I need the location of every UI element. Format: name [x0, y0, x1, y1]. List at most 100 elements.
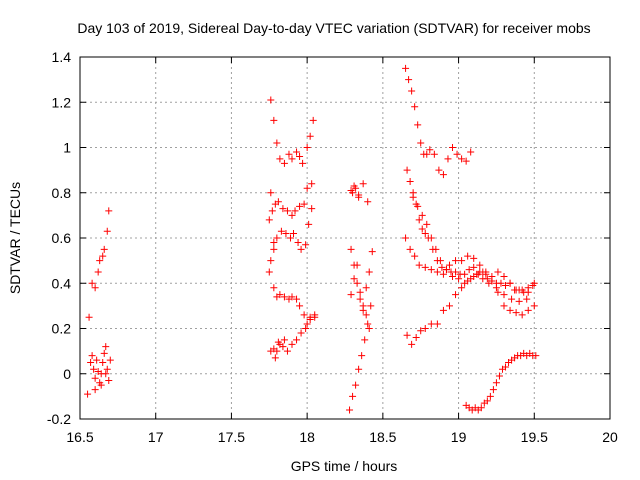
data-point	[265, 216, 273, 224]
data-point	[102, 370, 110, 378]
data-point	[423, 220, 431, 228]
data-point	[524, 306, 532, 314]
data-point	[290, 229, 298, 237]
data-point	[270, 239, 278, 247]
data-point	[91, 284, 99, 292]
data-point	[270, 245, 278, 253]
data-point	[276, 340, 284, 348]
data-point	[523, 295, 531, 303]
data-point	[103, 227, 111, 235]
y-tick-labels: -0.2 0 0.2 0.4 0.6 0.8 1 1.2 1.4	[47, 49, 71, 427]
data-point	[515, 297, 523, 305]
data-point	[352, 381, 360, 389]
data-point	[306, 315, 314, 323]
data-point	[367, 302, 375, 310]
data-point	[445, 261, 453, 269]
data-point	[356, 295, 364, 303]
data-point	[303, 184, 311, 192]
data-point	[432, 245, 440, 253]
data-point	[347, 245, 355, 253]
y-tick-label: 1.2	[52, 94, 72, 110]
data-point	[458, 257, 466, 265]
y-axis-title: SDTVAR / TECUs	[7, 182, 23, 294]
chart-title: Day 103 of 2019, Sidereal Day-to-day VTE…	[77, 20, 590, 36]
data-point	[486, 392, 494, 400]
data-point	[479, 275, 487, 283]
x-tick-label: 18.5	[369, 429, 396, 445]
data-point	[364, 198, 372, 206]
data-point	[296, 302, 304, 310]
data-point	[483, 397, 491, 405]
data-point	[453, 150, 461, 158]
data-point	[297, 245, 305, 253]
data-point	[465, 266, 473, 274]
data-point	[358, 352, 366, 360]
data-point	[500, 302, 508, 310]
data-point	[347, 186, 355, 194]
data-point	[430, 150, 438, 158]
data-point	[265, 268, 273, 276]
data-point	[359, 306, 367, 314]
data-point	[349, 392, 357, 400]
data-point	[273, 139, 281, 147]
data-point	[105, 207, 113, 215]
data-point	[452, 257, 460, 265]
data-point	[267, 96, 275, 104]
data-point	[439, 171, 447, 179]
data-point	[347, 291, 355, 299]
data-point	[353, 279, 361, 287]
data-point	[350, 182, 358, 190]
data-point	[421, 263, 429, 271]
data-point	[497, 279, 505, 287]
data-point	[277, 227, 285, 235]
data-point	[411, 252, 419, 260]
data-point	[288, 155, 296, 163]
data-point	[476, 261, 484, 269]
data-point	[88, 352, 96, 360]
data-point	[365, 268, 373, 276]
data-point	[445, 302, 453, 310]
data-point	[421, 229, 429, 237]
data-point	[267, 257, 275, 265]
x-tick-label: 17.5	[218, 429, 245, 445]
data-point	[462, 157, 470, 165]
data-point	[302, 325, 310, 332]
x-tick-labels: 16.5 17 17.5 18 18.5 19 19.5 20	[66, 429, 618, 445]
data-point	[452, 268, 460, 276]
data-point	[418, 225, 426, 233]
data-point	[274, 198, 282, 206]
data-point	[99, 252, 107, 260]
data-point	[530, 279, 538, 287]
data-point	[402, 234, 410, 242]
x-tick-label: 17	[148, 429, 164, 445]
data-point	[311, 311, 319, 319]
data-point	[279, 205, 287, 213]
data-point	[458, 284, 466, 292]
data-point	[102, 343, 110, 351]
data-point	[308, 180, 316, 188]
data-point	[482, 270, 490, 278]
data-point	[458, 155, 466, 163]
data-point	[306, 132, 314, 140]
data-point	[470, 254, 478, 262]
data-point	[464, 252, 472, 260]
y-tick-label: 0.4	[52, 275, 72, 291]
data-point	[402, 64, 410, 72]
data-point	[280, 336, 288, 344]
data-point	[364, 320, 372, 328]
data-point	[485, 279, 493, 287]
y-tick-label: 0.6	[52, 230, 72, 246]
data-point	[512, 286, 520, 294]
data-points	[84, 64, 540, 414]
data-point	[355, 191, 363, 199]
data-point	[90, 365, 98, 373]
data-point	[273, 347, 281, 355]
data-point	[100, 349, 108, 357]
data-point	[502, 363, 510, 371]
data-point	[433, 320, 441, 328]
data-point	[303, 320, 311, 328]
data-point	[288, 340, 296, 348]
y-tick-label: 0	[63, 366, 71, 382]
data-point	[461, 270, 469, 278]
